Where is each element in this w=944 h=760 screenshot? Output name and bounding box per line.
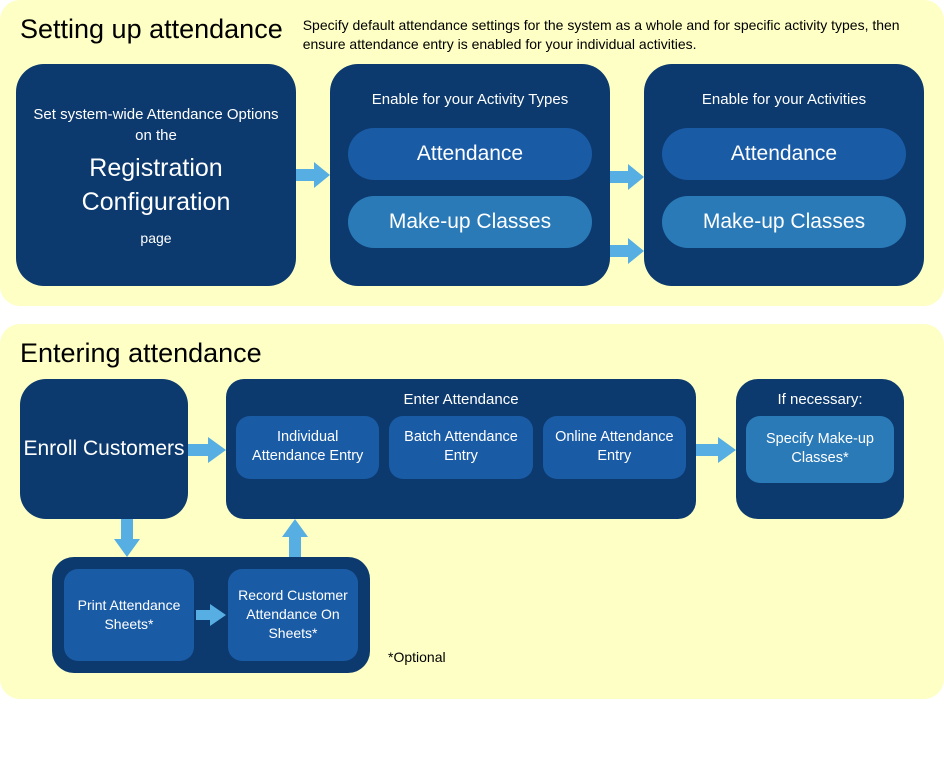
arrows-b-to-c bbox=[610, 64, 644, 286]
box-enroll: Enroll Customers bbox=[20, 379, 188, 519]
optional-note: *Optional bbox=[388, 649, 446, 665]
boxB-lead: Enable for your Activity Types bbox=[344, 90, 596, 110]
arrow-down-icon bbox=[112, 519, 142, 557]
box-if-necessary: If necessary: Specify Make-up Classes* bbox=[736, 379, 904, 519]
panel-setup: Setting up attendance Specify default at… bbox=[0, 0, 944, 306]
box-enter-attendance: Enter Attendance Individual Attendance E… bbox=[226, 379, 696, 519]
arrow-up-icon bbox=[280, 519, 310, 557]
boxA-small: page bbox=[30, 230, 282, 246]
arrow-right-icon bbox=[610, 162, 644, 192]
panel-setup-title: Setting up attendance bbox=[16, 14, 283, 45]
panel-entering: Entering attendance Enroll Customers Ent… bbox=[0, 324, 944, 699]
pill-makeup-types: Make-up Classes bbox=[348, 196, 592, 248]
arrow-a-to-b bbox=[296, 64, 330, 286]
arrow-print-to-record bbox=[194, 602, 228, 628]
box-enter-header: Enter Attendance bbox=[236, 391, 686, 408]
mini-individual: Individual Attendance Entry bbox=[236, 416, 379, 479]
setup-row: Set system-wide Attendance Options on th… bbox=[16, 64, 928, 286]
mini-online: Online Attendance Entry bbox=[543, 416, 686, 479]
entering-grid: Enroll Customers Enter Attendance Indivi… bbox=[16, 379, 928, 679]
boxA-lead: Set system-wide Attendance Options on th… bbox=[30, 104, 282, 146]
box-enter-row: Individual Attendance Entry Batch Attend… bbox=[236, 416, 686, 479]
box-ifnec-header: If necessary: bbox=[746, 391, 894, 408]
panel-entering-title: Entering attendance bbox=[16, 338, 928, 369]
pill-attendance-activities: Attendance bbox=[662, 128, 906, 180]
pill-makeup-activities: Make-up Classes bbox=[662, 196, 906, 248]
box-activity-types: Enable for your Activity Types Attendanc… bbox=[330, 64, 610, 286]
arrow-right-icon bbox=[196, 602, 226, 628]
panel-setup-desc: Specify default attendance settings for … bbox=[303, 14, 928, 54]
box-sheets: Print Attendance Sheets* Record Customer… bbox=[52, 557, 370, 673]
box-activities: Enable for your Activities Attendance Ma… bbox=[644, 64, 924, 286]
arrow-right-icon bbox=[296, 160, 330, 190]
boxC-lead: Enable for your Activities bbox=[658, 90, 910, 110]
arrow-right-icon bbox=[696, 435, 736, 465]
panel-setup-header: Setting up attendance Specify default at… bbox=[16, 14, 928, 54]
arrow-right-icon bbox=[188, 435, 226, 465]
boxA-big: Registration Configuration bbox=[30, 152, 282, 220]
mini-specify-makeup: Specify Make-up Classes* bbox=[746, 416, 894, 483]
mini-record-sheets: Record Customer Attendance On Sheets* bbox=[228, 569, 358, 661]
pill-attendance-types: Attendance bbox=[348, 128, 592, 180]
arrow-right-icon bbox=[610, 236, 644, 266]
box-registration-config: Set system-wide Attendance Options on th… bbox=[16, 64, 296, 286]
box-enroll-label: Enroll Customers bbox=[23, 435, 184, 462]
mini-print-sheets: Print Attendance Sheets* bbox=[64, 569, 194, 661]
mini-batch: Batch Attendance Entry bbox=[389, 416, 532, 479]
